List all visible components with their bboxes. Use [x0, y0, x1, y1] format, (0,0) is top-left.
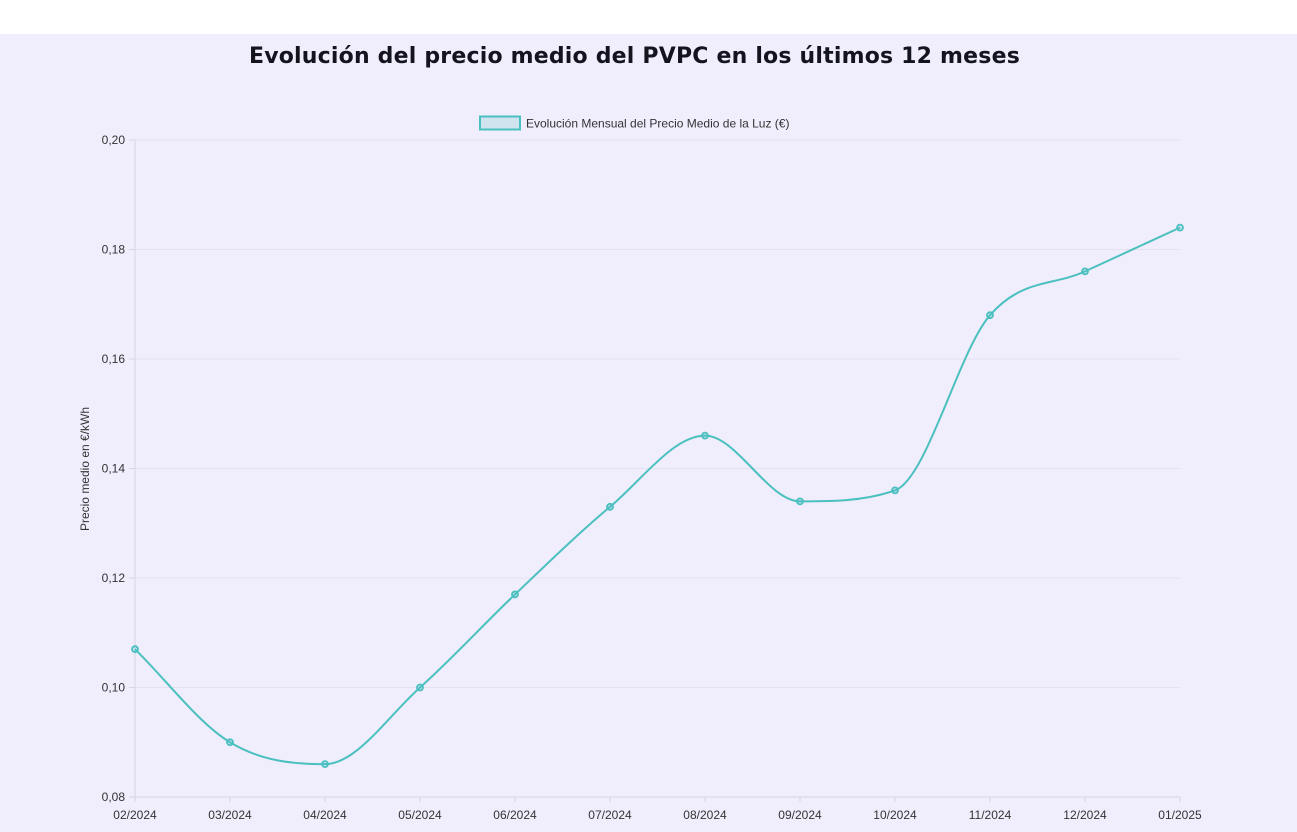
chart-panel — [0, 34, 1297, 832]
y-tick-labels: 0,08 0,10 0,12 0,14 0,16 0,18 0,20 — [102, 133, 126, 804]
x-tick-label: 04/2024 — [303, 808, 347, 822]
x-tick-label: 06/2024 — [493, 808, 537, 822]
y-tick-label: 0,14 — [102, 462, 126, 476]
y-tick-label: 0,18 — [102, 243, 126, 257]
x-tick-label: 02/2024 — [113, 808, 157, 822]
data-point[interactable] — [701, 431, 709, 440]
series-line — [134, 226, 1181, 766]
x-tick-label: 05/2024 — [398, 808, 442, 822]
y-tick-label: 0,12 — [102, 571, 126, 585]
x-tick-label: 10/2024 — [873, 808, 917, 822]
data-point[interactable] — [511, 590, 519, 599]
y-tick-label: 0,20 — [102, 133, 126, 147]
data-point[interactable] — [796, 497, 804, 506]
data-point[interactable] — [986, 311, 994, 320]
legend-label: Evolución Mensual del Precio Medio de la… — [526, 117, 789, 131]
x-tick-label: 03/2024 — [208, 808, 252, 822]
grid-layer — [135, 139, 1180, 798]
x-tick-label: 12/2024 — [1063, 808, 1107, 822]
data-point[interactable] — [891, 486, 899, 495]
data-point[interactable] — [606, 502, 614, 511]
y-tick-label: 0,10 — [102, 681, 126, 695]
axes-layer — [129, 139, 1181, 802]
x-tick-label: 08/2024 — [683, 808, 727, 822]
data-point[interactable] — [1176, 223, 1184, 232]
x-tick-labels: 02/2024 03/2024 04/2024 05/2024 06/2024 07/20… — [113, 808, 1202, 822]
x-tick-label: 07/2024 — [588, 808, 632, 822]
x-tick-label: 01/2025 — [1158, 808, 1202, 822]
data-point[interactable] — [226, 738, 234, 747]
legend[interactable]: Evolución Mensual del Precio Medio de la… — [479, 115, 789, 131]
y-axis-label: Precio medio en €/kWh — [78, 407, 92, 531]
data-point[interactable] — [416, 683, 424, 692]
y-tick-label: 0,16 — [102, 352, 126, 366]
data-point[interactable] — [1081, 267, 1089, 276]
legend-swatch — [479, 115, 521, 131]
data-point[interactable] — [321, 760, 329, 769]
y-tick-label: 0,08 — [102, 790, 126, 804]
chart-title: Evolución del precio medio del PVPC en l… — [248, 44, 1021, 69]
x-tick-label: 11/2024 — [969, 808, 1012, 822]
series-layer — [131, 223, 1184, 769]
x-tick-label: 09/2024 — [778, 808, 822, 822]
data-point[interactable] — [131, 645, 139, 654]
